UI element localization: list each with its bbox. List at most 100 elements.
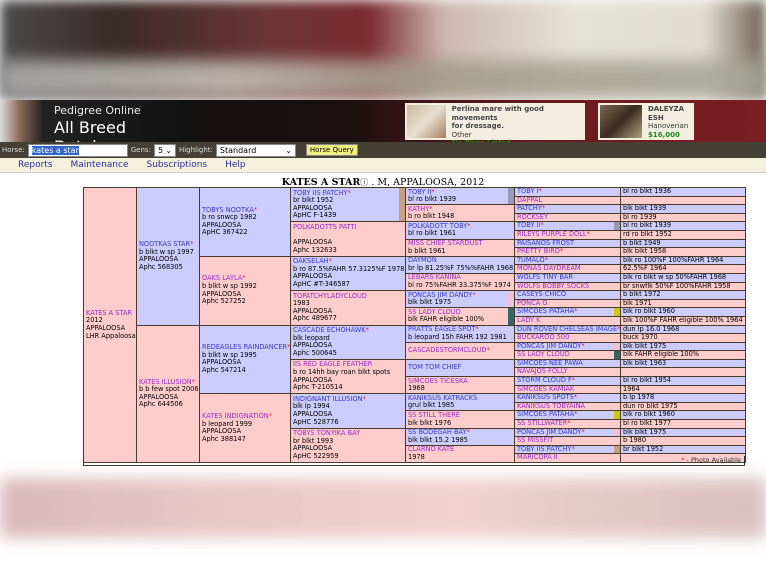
ancestor-detail-gen6: blk FAHR eligible 100% — [620, 350, 746, 360]
ancestor-detail-gen6: blk blkt 1975 — [620, 341, 746, 352]
horse-name-link[interactable]: KANIKSUS KATRACKS — [408, 393, 478, 402]
ancestor-cell-gen6: SS STILLWATER* — [514, 419, 621, 429]
horse-name-link[interactable]: CLARNO KATE — [408, 445, 455, 454]
ancestor-detail: blk blkt 1975 — [408, 298, 452, 307]
horse-name-link[interactable]: LADY K — [517, 316, 541, 324]
menu-help[interactable]: Help — [225, 160, 246, 170]
ad-daleyza[interactable]: DALEYZA ESH Hanoverian $16,000 — [598, 103, 694, 140]
menu-subscriptions[interactable]: Subscriptions — [146, 160, 208, 170]
ancestor-detail: APPALOOSA — [139, 392, 179, 401]
horse-name-link[interactable]: NAVAJOS FOLLY — [517, 367, 568, 376]
horse-name-link[interactable]: KANIKSUS TOBYAINA — [517, 402, 586, 410]
horse-name-link[interactable]: PATCHY — [517, 204, 542, 213]
horse-name-link[interactable]: TUMALO — [517, 256, 545, 264]
inbreeding-marker — [399, 188, 405, 221]
horse-name-link[interactable]: WOLFS TINY BAR — [517, 273, 573, 281]
horse-name-link[interactable]: PONCAS JIM DANDY — [517, 342, 582, 350]
horse-name-link[interactable]: OAKSELAH — [293, 257, 329, 266]
ancestor-cell-gen6: TOBY IIS PATCHY* — [514, 444, 621, 455]
horse-name-link[interactable]: CASCADE ECHOHAWK — [293, 326, 366, 334]
ancestor-cell-gen6: SS LADY CLOUD — [514, 350, 621, 360]
horse-name-link[interactable]: TOBY II — [408, 187, 432, 196]
horse-name-link[interactable]: SS STILLWATER — [517, 419, 568, 428]
horse-name-link[interactable]: BUCKAROO 500 — [517, 333, 570, 342]
horse-name-link[interactable]: INDIGNANT ILLUSION — [293, 394, 363, 403]
ancestor-detail: bl ro 75%FAHR 33.375%F 1974 — [408, 281, 511, 290]
horse-name-link[interactable]: TOM TOM CHIEF — [408, 363, 462, 372]
horse-name-link[interactable]: TOBYS NOOTKA — [202, 205, 254, 214]
horse-name-link[interactable]: KATES A STAR — [86, 308, 133, 317]
horse-name-link[interactable]: NOOTKAS STAR — [139, 240, 191, 249]
horse-name-link[interactable]: POLKADOTT TOBY — [408, 221, 468, 230]
menu-maintenance[interactable]: Maintenance — [70, 160, 129, 170]
horse-name-link[interactable]: TOBY IIS PATCHY — [517, 445, 572, 453]
ancestor-detail: 1983 — [293, 299, 310, 308]
info-icon[interactable]: ⓘ — [360, 178, 369, 187]
horse-name-link[interactable]: WOLFS BOBBY SOCKS — [517, 282, 590, 290]
horse-input[interactable]: kates a star — [27, 143, 128, 157]
horse-name-link[interactable]: MONAS DAYDREAM — [517, 264, 581, 273]
ad-title: DALEYZA — [648, 105, 685, 113]
ancestor-detail: Aphc 568305 — [139, 262, 183, 271]
horse-name-link[interactable]: SIMCOES TICESKA — [408, 376, 468, 385]
ancestor-detail: b ro blkt 1948 — [408, 212, 455, 221]
horse-name-link[interactable]: DAPPAL — [517, 196, 543, 204]
horse-name-link[interactable]: SIMCOES PATAHA — [517, 410, 575, 419]
horse-name-link[interactable]: OAKS LAYLA — [202, 274, 243, 283]
horse-name-link[interactable]: SS LADY CLOUD — [517, 350, 570, 359]
horse-name-link[interactable]: PONCAS JIM DANDY — [408, 290, 473, 299]
highlight-select[interactable]: Standard ⌄ — [215, 143, 296, 157]
menu-reports[interactable]: Reports — [18, 160, 53, 170]
horse-name-link[interactable]: SS BODEGAH BAY — [408, 428, 467, 437]
ancestor-cell-gen6: STORM CLOUD F* — [514, 376, 621, 386]
horse-name-link[interactable]: RILEYS PURPLE DOLL — [517, 230, 587, 238]
horse-name-link[interactable]: SIMCOES NEE PAWA — [517, 359, 583, 367]
horse-name-link[interactable]: KANIKSUS SPOTS — [517, 393, 574, 402]
horse-name-link[interactable]: SS STILL THERE — [408, 410, 460, 419]
horse-name-link[interactable]: PONCA O — [517, 299, 548, 307]
horse-name-link[interactable]: CASEYS CHICO — [517, 290, 567, 299]
horse-name-link[interactable]: KATES ILLUSION — [139, 377, 192, 386]
horse-name-link[interactable]: ROCKSEY — [517, 213, 549, 221]
horse-name-link[interactable]: POLKADOTTS PATTI — [293, 222, 357, 231]
horse-name-link[interactable]: IIS RED EAGLE FEATHER — [293, 360, 373, 369]
ad-horse-image — [600, 105, 642, 138]
horse-name-link[interactable]: TOBYS TONYIKA BAY — [293, 429, 361, 438]
horse-name-link[interactable]: DAYMON — [408, 256, 437, 265]
inbreeding-marker — [508, 308, 514, 324]
horse-name-link[interactable]: SS MISSFIT — [517, 436, 554, 445]
horse-name-link[interactable]: SIMCOES PATAHA — [517, 307, 575, 316]
highlight-label: Highlight: — [178, 146, 213, 154]
horse-name-link[interactable]: KATES INDIGNATION — [202, 411, 269, 420]
horse-name-link[interactable]: PRETTY BIRD — [517, 247, 560, 256]
horse-query-button[interactable]: Horse Query — [305, 144, 358, 156]
horse-name-link[interactable]: PRATTS EAGLE SPOT — [408, 325, 476, 333]
ad-perlina[interactable]: Perlina mare with good movements for dre… — [405, 103, 585, 147]
ancestor-detail: blk blkt 1976 — [408, 418, 452, 427]
horse-name-link[interactable]: STORM CLOUD F — [517, 376, 572, 385]
ancestor-cell-gen5: KANIKSUS KATRACKS grul blkt 1985 — [405, 393, 515, 412]
ancestor-detail-gen6: blk blkt 1958 — [620, 247, 746, 257]
ancestor-cell-gen6: DAPPAL — [514, 195, 621, 206]
horse-name-link[interactable]: DUN ROVEN CHELSEAS IMAGE — [517, 325, 618, 333]
horse-name-link[interactable]: TOBY II — [517, 221, 541, 230]
horse-name-link[interactable]: SS LADY CLOUD — [408, 307, 461, 316]
horse-name-link[interactable]: TOBY I — [517, 187, 539, 195]
gens-select[interactable]: 5 ⌄ — [153, 143, 176, 157]
ancestor-cell-gen6: KANIKSUS TOBYAINA — [514, 401, 621, 412]
horse-name-link[interactable]: CASCADESTORMCLOUD — [408, 345, 487, 354]
horse-name-link[interactable]: PONCAS JIM DANDY — [517, 428, 582, 436]
horse-name-link[interactable]: MISS CHIEF STARDUST — [408, 239, 483, 248]
pedigree-row: SIMCOES TICESKA 1968 STORM CLOUD F* bl ro b… — [84, 376, 746, 395]
horse-name-link[interactable]: TOPATCHYLADYCLOUD — [293, 291, 367, 300]
horse-name-link[interactable]: PAISANOS FROST — [517, 239, 575, 247]
horse-name-link[interactable]: KATHY — [408, 204, 430, 213]
horse-name-link[interactable]: TOBY IIS PATCHY — [293, 188, 348, 197]
horse-name-link[interactable]: SIMCOES KAMIAK — [517, 385, 575, 393]
pedigree-row: TOPATCHYLADYCLOUD 1983 APPALOOSA Aphc 48967… — [84, 290, 746, 326]
ancestor-detail: bl ro blkt 1939 — [408, 195, 457, 204]
site-logo[interactable]: Pedigree Online All Breed Database — [0, 100, 195, 156]
horse-name-link[interactable]: REDEAGLES RAINDANCER — [202, 343, 288, 352]
horse-name-link[interactable]: MARICOPA II — [517, 453, 558, 462]
horse-name-link[interactable]: LEBARS KANINA — [408, 273, 461, 282]
